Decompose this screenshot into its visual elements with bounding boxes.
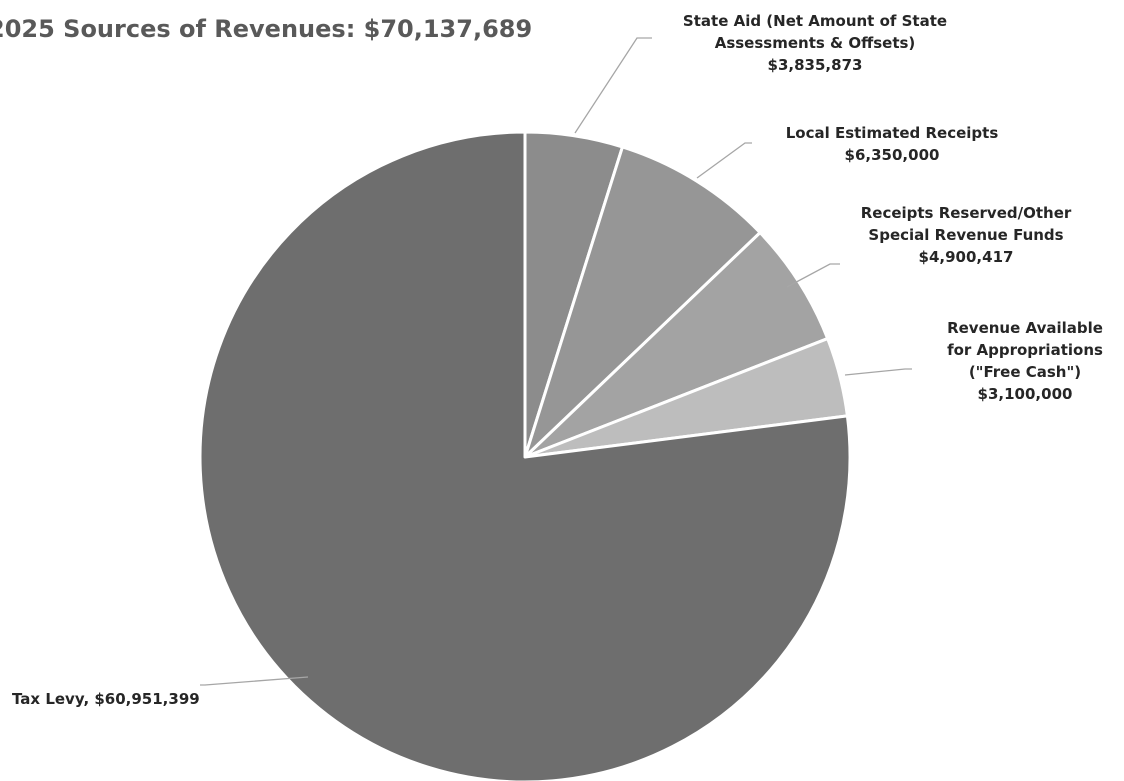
slice-labels: State Aid (Net Amount of State Assessment…	[12, 12, 1103, 708]
pie-slice-5	[198, 130, 852, 781]
chart-title: 2025 Sources of Revenues: $70,137,689	[0, 15, 532, 43]
pie-slice-3	[523, 231, 830, 459]
leader-line-1	[574, 37, 652, 134]
leader-line-4	[844, 368, 912, 376]
slice-label-4: Revenue Available for Appropriations ("Fre…	[947, 319, 1103, 403]
slice-label-2: Local Estimated Receipts $6,350,000	[786, 124, 999, 164]
slice-label-1: State Aid (Net Amount of State Assessment…	[683, 12, 947, 74]
pie-slice-2	[523, 145, 762, 459]
slice-label-3: Receipts Reserved/Other Special Revenue F…	[861, 204, 1072, 266]
leader-line-5	[200, 676, 309, 686]
leader-line-2	[696, 142, 752, 179]
pie-slices	[198, 130, 852, 781]
leader-line-3	[786, 263, 840, 288]
slice-label-5: Tax Levy, $60,951,399	[12, 690, 200, 708]
leader-lines	[200, 37, 912, 686]
